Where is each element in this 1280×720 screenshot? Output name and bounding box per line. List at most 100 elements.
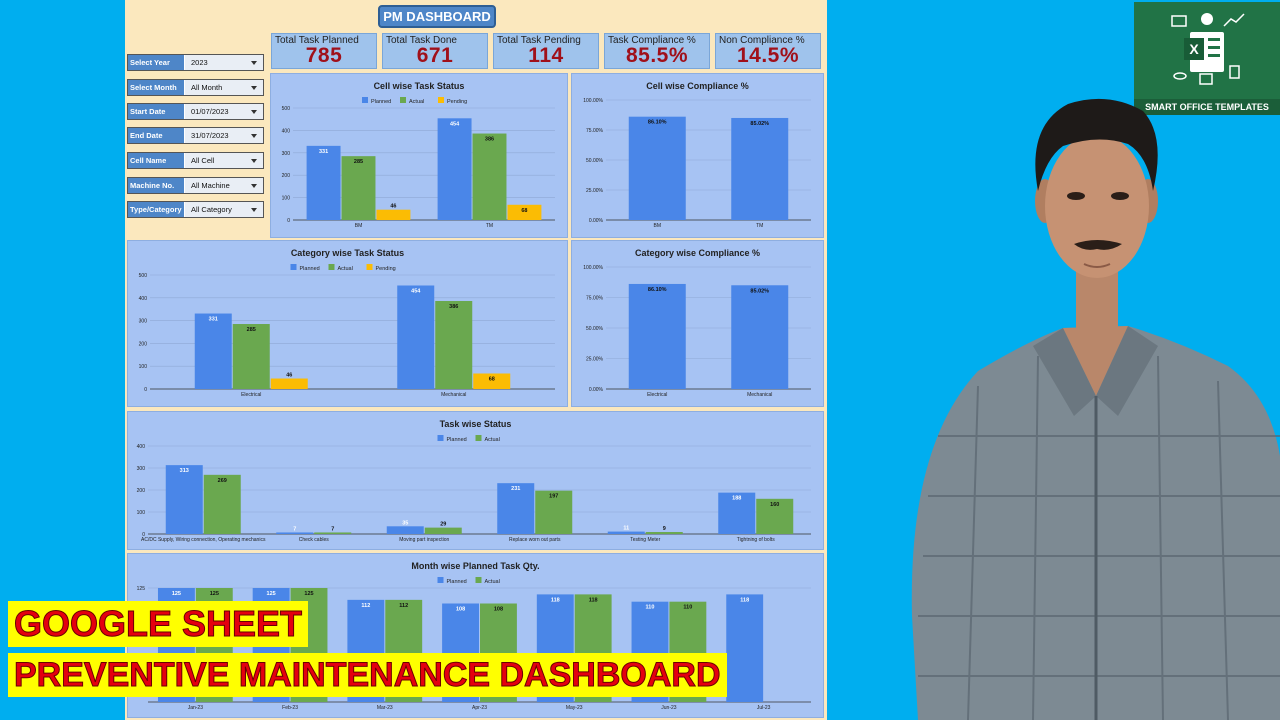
y-tick-label: 100: [139, 364, 148, 370]
chevron-down-icon[interactable]: [251, 134, 257, 138]
filter-label: Cell Name: [128, 153, 184, 168]
filter-machine[interactable]: Machine No. All Machine: [127, 177, 264, 194]
y-tick-label: 300: [139, 319, 148, 325]
filter-year[interactable]: Select Year 2023: [127, 54, 264, 71]
bar[interactable]: [437, 118, 472, 220]
chart-title: Cell wise Task Status: [374, 81, 465, 91]
data-label: 108: [456, 607, 465, 613]
filter-label: Select Year: [128, 55, 184, 70]
data-label: 118: [589, 597, 598, 603]
data-label: 125: [304, 591, 313, 597]
chart-svg: Task wise Status Planned Actual 0 100 200 300 4…: [137, 419, 811, 543]
bar[interactable]: [314, 532, 352, 534]
x-tick-label: Tightning of bolts: [737, 537, 775, 543]
bar[interactable]: [424, 527, 462, 534]
bar[interactable]: [165, 465, 203, 534]
x-tick-label: BM: [355, 223, 363, 229]
y-tick-label: 0.00%: [589, 387, 604, 393]
data-label: 86.10%: [648, 120, 667, 126]
data-label: 231: [511, 486, 520, 492]
legend-label: Actual: [485, 437, 500, 443]
bar[interactable]: [276, 532, 314, 534]
chevron-down-icon[interactable]: [251, 86, 257, 90]
y-tick-label: 0: [287, 218, 290, 224]
filter-category[interactable]: Type/Category All Category: [127, 201, 264, 218]
bar[interactable]: [718, 492, 756, 534]
filter-start-date[interactable]: Start Date 01/07/2023: [127, 103, 264, 120]
banner-line-1: GOOGLE SHEET: [8, 601, 309, 647]
data-label: 118: [740, 597, 749, 603]
bar[interactable]: [472, 133, 507, 220]
data-label: 108: [494, 607, 503, 613]
filter-cell[interactable]: Cell Name All Cell: [127, 152, 264, 169]
kpi-value: 785: [305, 44, 343, 67]
data-label: 285: [354, 159, 363, 165]
bar[interactable]: [386, 526, 424, 534]
filter-month[interactable]: Select Month All Month: [127, 79, 264, 96]
y-tick-label: 400: [282, 128, 291, 134]
kpi-value: 85.5%: [625, 44, 689, 67]
y-tick-label: 25.00%: [586, 188, 604, 194]
filter-value[interactable]: All Category: [185, 202, 263, 217]
bar[interactable]: [628, 116, 686, 220]
bar[interactable]: [507, 204, 542, 220]
kpi-label: Total Task Planned: [275, 35, 359, 46]
bar[interactable]: [535, 490, 573, 534]
chevron-down-icon[interactable]: [251, 184, 257, 188]
data-label: 7: [293, 526, 296, 532]
x-tick-label: Jun-23: [661, 705, 677, 711]
data-label: 269: [218, 478, 227, 484]
filter-end-date[interactable]: End Date 31/07/2023: [127, 127, 264, 144]
x-tick-label: Replace worn out parts: [509, 537, 561, 543]
bar[interactable]: [731, 285, 789, 389]
x-tick-label: TM: [756, 223, 763, 229]
filter-label: End Date: [128, 128, 184, 143]
bar[interactable]: [341, 156, 376, 220]
filter-value[interactable]: 31/07/2023: [185, 128, 263, 143]
data-label: 454: [411, 288, 421, 294]
legend-swatch: [362, 97, 368, 103]
bar[interactable]: [731, 117, 789, 220]
bar[interactable]: [232, 324, 270, 389]
x-tick-label: May-23: [566, 705, 583, 711]
filter-value[interactable]: 2023: [185, 55, 263, 70]
chevron-down-icon[interactable]: [251, 159, 257, 163]
legend-label: Actual: [485, 579, 500, 585]
bar[interactable]: [607, 531, 645, 534]
bar[interactable]: [628, 283, 686, 389]
bar[interactable]: [203, 474, 241, 534]
y-tick-label: 0: [144, 387, 147, 393]
data-label: 112: [361, 603, 370, 609]
bar[interactable]: [756, 498, 794, 534]
bar[interactable]: [306, 145, 341, 220]
kpi-total-pending: Total Task Pending 114: [493, 33, 599, 69]
filter-value[interactable]: All Month: [185, 80, 263, 95]
x-tick-label: Apr-23: [472, 705, 487, 711]
bar[interactable]: [270, 378, 308, 389]
bar[interactable]: [397, 285, 435, 389]
legend-swatch: [366, 264, 373, 270]
y-tick-label: 500: [282, 106, 291, 112]
chevron-down-icon[interactable]: [251, 110, 257, 114]
x-tick-label: BM: [654, 223, 662, 229]
bar[interactable]: [435, 300, 473, 389]
data-label: 125: [210, 591, 219, 597]
bar[interactable]: [726, 594, 764, 702]
filter-value[interactable]: 01/07/2023: [185, 104, 263, 119]
chevron-down-icon[interactable]: [251, 208, 257, 212]
bar[interactable]: [376, 209, 411, 220]
y-tick-label: 400: [139, 296, 148, 302]
kpi-label: Task Compliance %: [608, 35, 696, 46]
bar[interactable]: [497, 483, 535, 534]
bar[interactable]: [194, 313, 232, 389]
chevron-down-icon[interactable]: [251, 61, 257, 65]
y-tick-label: 125: [137, 586, 146, 592]
bar[interactable]: [645, 532, 683, 534]
y-tick-label: 400: [137, 444, 146, 450]
y-tick-label: 0: [142, 532, 145, 538]
y-tick-label: 100.00%: [583, 98, 603, 104]
bar[interactable]: [473, 373, 511, 389]
filter-value[interactable]: All Cell: [185, 153, 263, 168]
dashboard-title[interactable]: PM DASHBOARD: [378, 5, 496, 28]
filter-value[interactable]: All Machine: [185, 178, 263, 193]
